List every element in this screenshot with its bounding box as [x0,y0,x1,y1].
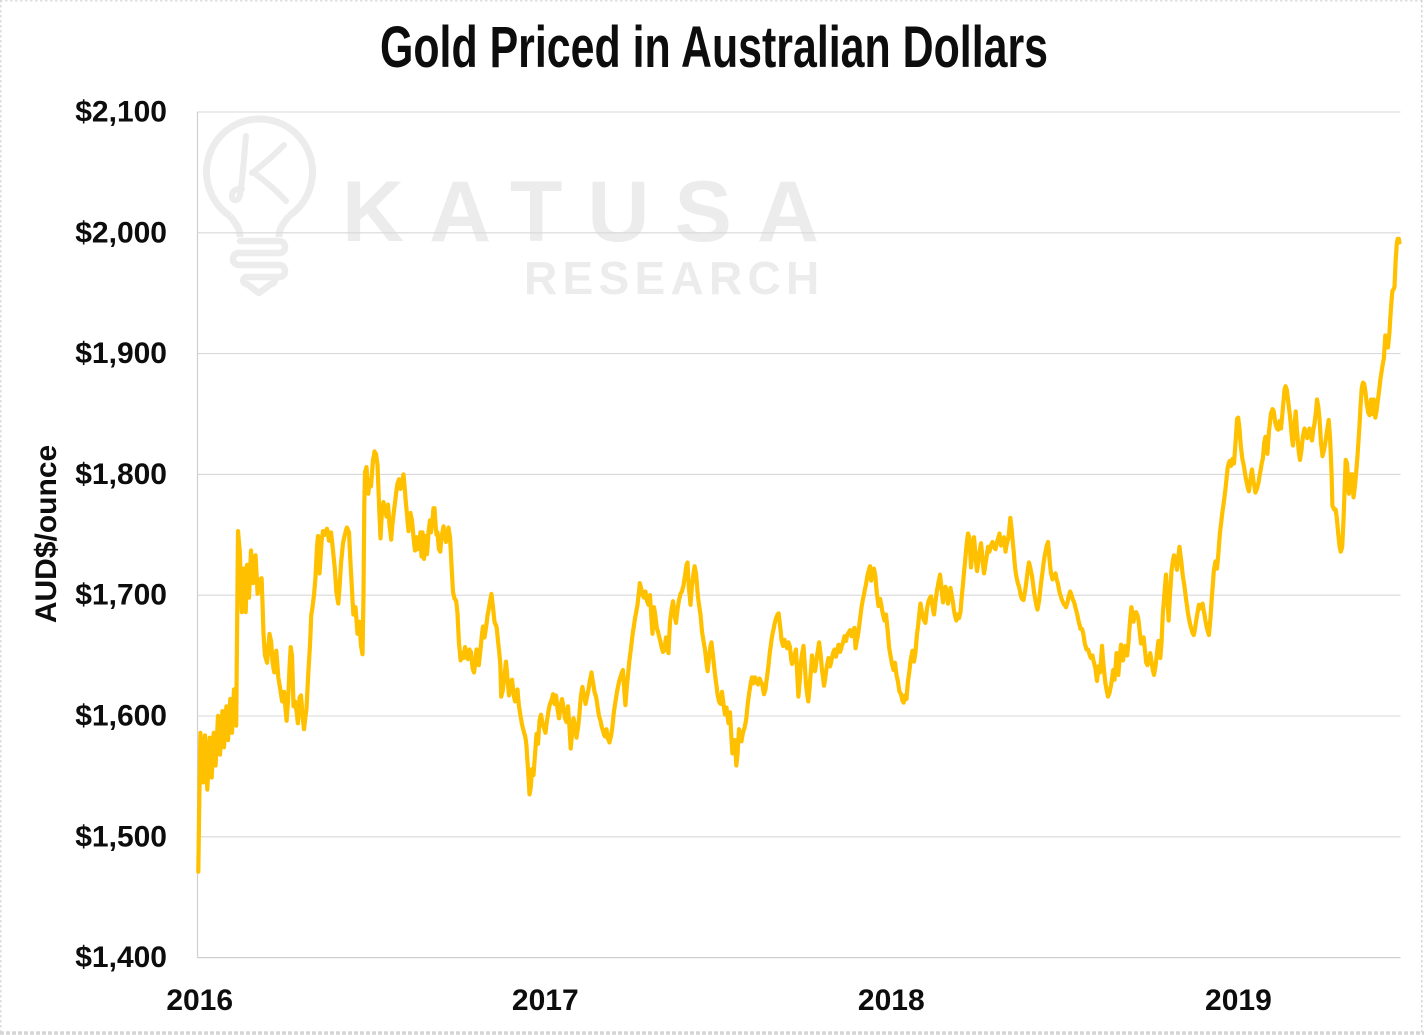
svg-text:KATUSA: KATUSA [342,164,844,260]
svg-text:2016: 2016 [166,984,233,1017]
svg-text:$1,800: $1,800 [75,458,167,491]
svg-text:2017: 2017 [512,984,579,1017]
svg-text:$1,700: $1,700 [75,579,167,612]
svg-text:$1,400: $1,400 [75,941,167,974]
svg-text:2019: 2019 [1205,984,1272,1017]
svg-text:$1,600: $1,600 [75,700,167,733]
svg-text:$2,100: $2,100 [75,96,167,129]
svg-text:$2,000: $2,000 [75,216,167,249]
svg-text:2018: 2018 [858,984,925,1017]
svg-text:AUD$/ounce: AUD$/ounce [30,445,63,623]
svg-text:RESEARCH: RESEARCH [524,252,825,304]
svg-text:Gold Priced in Australian Doll: Gold Priced in Australian Dollars [380,15,1048,80]
svg-text:$1,900: $1,900 [75,337,167,370]
svg-text:$1,500: $1,500 [75,820,167,853]
